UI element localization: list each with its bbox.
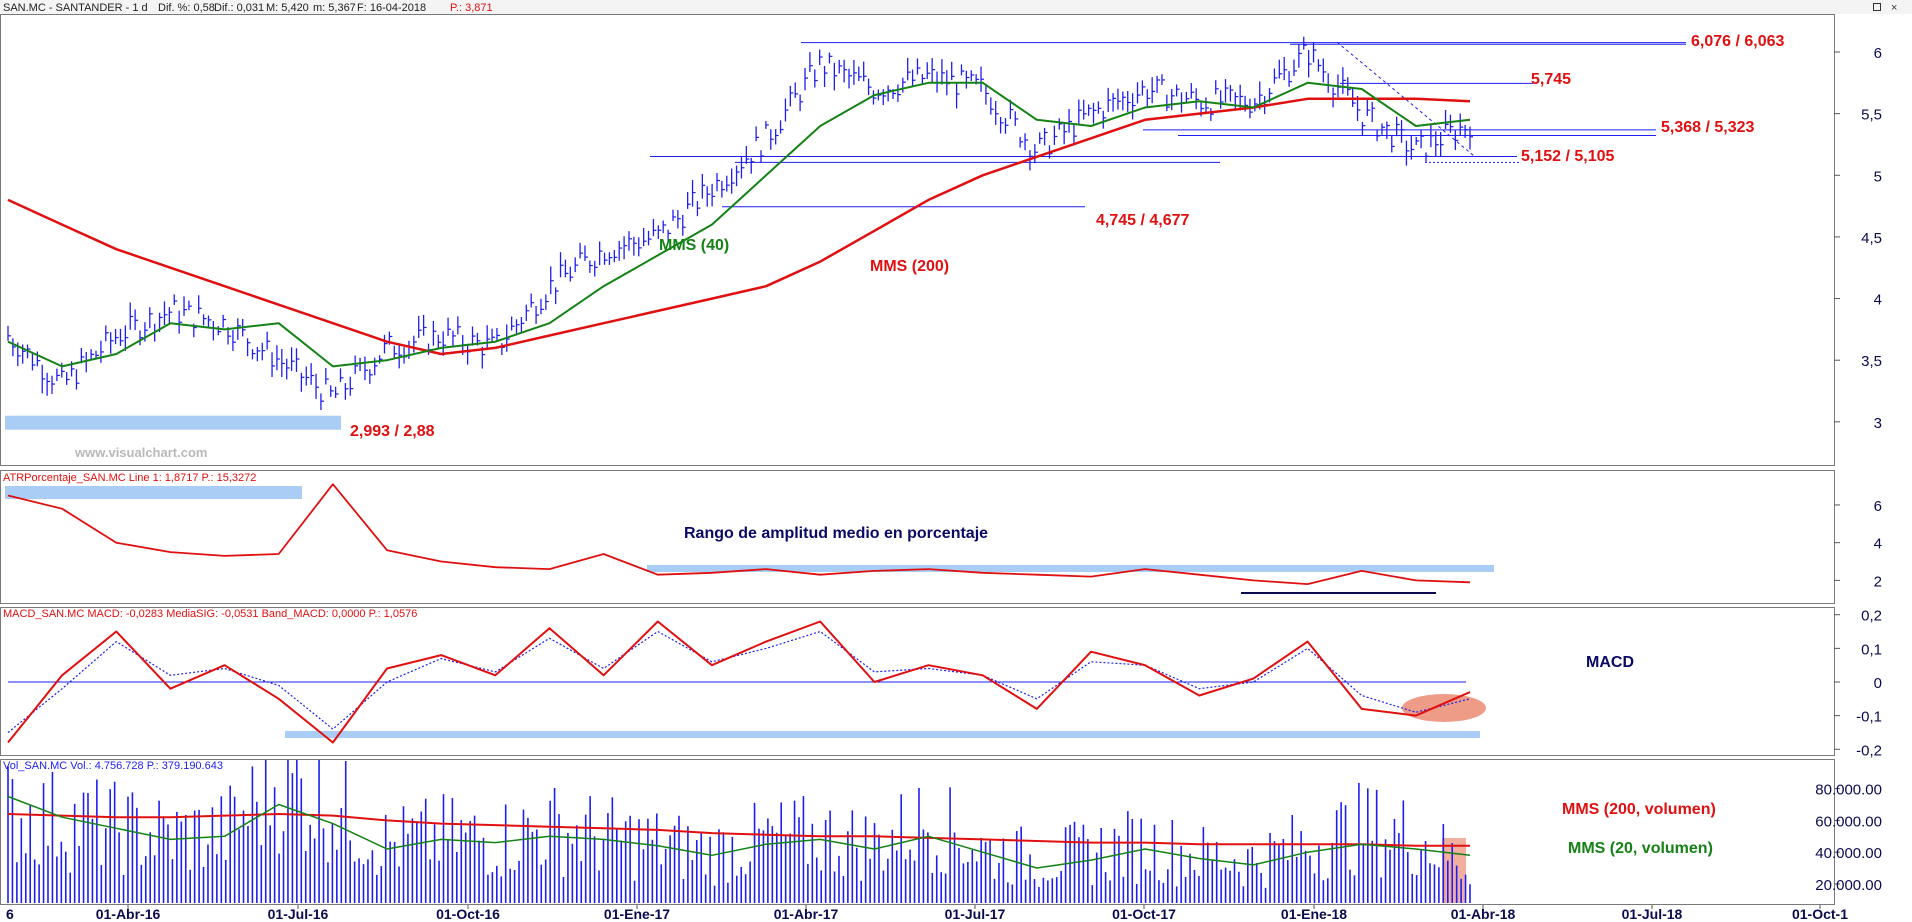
atr-band-mid [647,565,1494,572]
header-dif-pct: Dif. %: 0,58 [158,2,215,14]
price-ytick-label: 3,5 [1861,353,1882,370]
macd-signal-line [7,630,1471,733]
level-label-5152: 5,152 / 5,105 [1521,148,1615,165]
volume-ytick-label: 60.000.00 [1815,813,1882,830]
header-dif: Dif.: 0,031 [214,2,264,14]
x-tick-label: 01-Ene-18 [1281,906,1347,922]
macd-ytick-label: -0,2 [1856,742,1882,759]
header-bar [0,0,1912,14]
volume-header: Vol_SAN.MC Vol.: 4.756.728 P.: 379.190.6… [3,760,223,772]
header-date: F: 16-04-2018 [357,2,426,14]
x-tick-label: 01-Jul-16 [268,906,329,922]
macd-title: MACD [1586,654,1634,671]
atr-ytick-label: 4 [1874,536,1882,553]
atr-panel-frame [0,470,1835,604]
ma40-line [7,81,1471,368]
vol-ma200-line [7,813,1470,847]
x-tick-label: 01-Jul-18 [1622,906,1683,922]
level-label-5368: 5,368 / 5,323 [1661,119,1755,136]
header-symbol: SAN.MC - SANTANDER - 1 d [3,2,148,14]
vol-ma20-label: MMS (20, volumen) [1568,840,1713,857]
x-tick-label: 01-Ene-17 [604,906,670,922]
header-p: P.: 3,871 [450,2,493,14]
macd-ytick-label: 0,1 [1861,641,1882,658]
level-label-6076: 6,076 / 6,063 [1691,33,1785,50]
atr-band-left [5,486,302,499]
atr-ytick-label: 2 [1874,573,1882,590]
x-tick-label: 01-Jul-17 [945,906,1006,922]
price-ytick-label: 3 [1874,415,1882,432]
atr-line [7,483,1471,585]
volume-ytick-label: 80.000.00 [1815,782,1882,799]
ma200-label: MMS (200) [870,258,949,275]
support-band [5,415,341,430]
level-label-5745: 5,745 [1531,71,1571,88]
macd-header: MACD_SAN.MC MACD: -0,0283 MediaSIG: -0,0… [3,608,417,620]
watermark: www.visualchart.com [74,445,207,460]
price-panel-frame [0,14,1835,466]
x-tick-label: 01-Abr-16 [96,906,161,922]
x-tick-label: 6 [6,906,14,922]
header-min: m: 5,367 [313,2,356,14]
volume-panel-frame [0,759,1835,905]
close-panel-icon[interactable]: × [1891,2,1897,14]
price-ytick-label: 4,5 [1861,230,1882,247]
level-label-4745: 4,745 / 4,677 [1096,212,1190,229]
vol-ma200-label: MMS (200, volumen) [1562,801,1716,818]
minimize-panel-icon[interactable] [1873,3,1881,11]
price-ytick-label: 5 [1874,168,1882,185]
macd-line [7,620,1471,744]
x-tick-label: 01-Abr-18 [1451,906,1516,922]
volume-ytick-label: 40.000.00 [1815,845,1882,862]
macd-ytick-label: 0,2 [1861,608,1882,625]
x-tick-label: 01-Oct-17 [1112,906,1176,922]
x-tick-label: 01-Oct-16 [436,906,500,922]
series-layer [7,36,1473,903]
macd-highlight-ellipse [1402,694,1486,722]
x-tick-label: 01-Abr-17 [774,906,839,922]
ma40-label: MMS (40) [659,237,729,254]
vol-ma20-line [7,795,1471,869]
level-label-2993: 2,993 / 2,88 [350,423,435,440]
macd-band [285,731,1480,738]
atr-header: ATRPorcentaje_SAN.MC Line 1: 1,8717 P.: … [3,472,256,484]
axes-layer: 3 3,5 4 4,5 5 5,5 6 2 4 6 -0,2 -0,1 0 0,1 0,2 20.000.00… [6,45,1882,922]
macd-ytick-label: 0 [1874,675,1882,692]
price-header: SAN.MC - SANTANDER - 1 d Dif. %: 0,58 Di… [3,2,493,14]
price-ytick-label: 5,5 [1861,107,1882,124]
atr-ytick-label: 6 [1874,498,1882,515]
header-max: M: 5,420 [266,2,309,14]
x-tick-label: 01-Oct-1 [1792,906,1848,922]
atr-title: Rango de amplitud medio en porcentaje [684,525,988,542]
volume-highlight [1442,838,1466,903]
background-layer [5,41,1686,903]
price-ytick-label: 4 [1874,292,1882,309]
price-ytick-label: 6 [1874,45,1882,62]
window-controls-top[interactable]: × [1873,2,1898,14]
ma200-line [7,97,1471,356]
macd-ytick-label: -0,1 [1856,709,1882,726]
volume-ytick-label: 20.000.00 [1815,877,1882,894]
